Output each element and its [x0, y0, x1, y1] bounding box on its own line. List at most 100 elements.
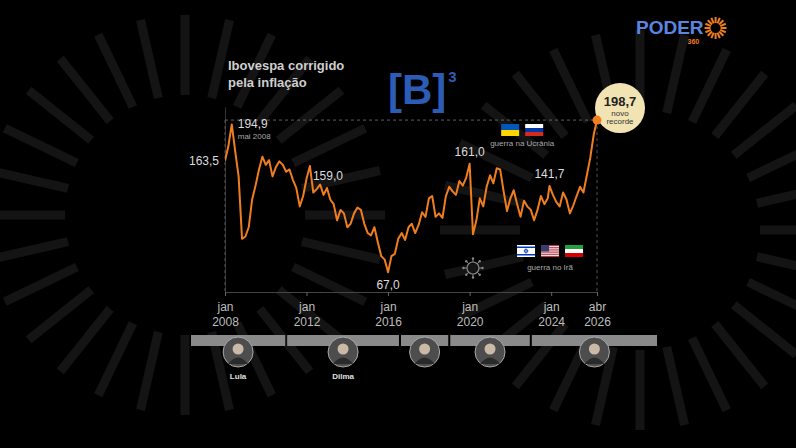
annotation-label: 67,0 — [376, 278, 400, 292]
ray — [720, 30, 726, 32]
ray — [29, 90, 92, 140]
flag-part — [541, 245, 549, 252]
ray — [760, 226, 796, 235]
flag-part — [565, 245, 583, 249]
ray — [692, 50, 727, 122]
flag-ru — [525, 124, 543, 136]
chart: Ibovespa corrigidopela inflação[B]3PODER… — [0, 0, 796, 448]
x-tick-label: jan2024 — [538, 300, 565, 329]
virus-spike-tip — [465, 260, 467, 262]
x-tick-label: jan2016 — [375, 300, 402, 329]
president-portrait — [328, 337, 358, 367]
virus-spike-tip — [478, 274, 480, 276]
ray — [515, 74, 565, 137]
portrait-frame — [328, 337, 358, 367]
source-logo: [B] — [388, 66, 446, 113]
x-tick-label-line: 2016 — [375, 315, 402, 329]
event-flags — [501, 124, 543, 136]
ray — [140, 332, 158, 410]
x-tick-label-line: abr — [589, 300, 606, 314]
range-end-line — [225, 120, 226, 292]
presidents: Lula Dilma — [191, 335, 657, 381]
flag-part — [517, 254, 535, 256]
ray — [181, 335, 190, 415]
ray — [5, 267, 77, 302]
flag-us — [541, 245, 559, 257]
annotation-label: 163,5 — [189, 154, 219, 168]
flag-ir — [565, 245, 583, 257]
ray — [302, 242, 380, 260]
virus-spike-tip — [478, 260, 480, 262]
flag-part — [501, 124, 519, 130]
ray — [460, 282, 532, 317]
x-tick-mark — [388, 292, 389, 296]
ray — [0, 242, 68, 260]
event-label: guerra na Ucrânia — [490, 139, 555, 148]
ray — [734, 305, 796, 355]
ray — [705, 24, 711, 26]
title: Ibovespa corrigidopela inflação — [228, 58, 344, 90]
x-tick-mark — [551, 292, 552, 296]
portrait-frame — [579, 337, 609, 367]
ray — [715, 17, 717, 23]
president-name: Dilma — [332, 372, 354, 381]
x-tick: jan2020 — [457, 292, 484, 329]
ray — [293, 267, 365, 302]
annotations: 163,5194,9mai 2008159,067,0161,0141,7198… — [189, 83, 645, 292]
portrait-body — [584, 358, 604, 365]
record-badge — [595, 83, 645, 133]
portrait-body — [415, 358, 435, 365]
x-tick: jan2016 — [375, 292, 402, 329]
record-label: 198,7 — [604, 94, 637, 109]
x-tick-label-line: jan — [216, 300, 233, 314]
x-tick: jan2012 — [294, 292, 321, 329]
brand-logo-suffix: 360 — [688, 38, 700, 45]
portrait-body — [333, 358, 353, 365]
ray — [484, 305, 547, 355]
ray — [140, 20, 158, 98]
x-tick: abr2026 — [584, 292, 611, 329]
annotation-label: 159,0 — [313, 169, 343, 183]
ray — [748, 282, 796, 317]
president-portrait — [410, 337, 440, 367]
background-rays — [0, 15, 796, 430]
virus-spike-tip — [462, 267, 464, 269]
ibovespa-line — [225, 120, 597, 272]
portrait-frame — [223, 337, 253, 367]
flag-part — [565, 253, 583, 257]
x-tick-mark — [597, 292, 598, 296]
ray — [692, 338, 727, 410]
virus-body — [467, 262, 479, 274]
source-logo-superscript: 3 — [448, 68, 456, 85]
ray — [0, 170, 68, 188]
ray — [708, 20, 712, 24]
ray — [708, 32, 712, 36]
portrait-head — [485, 344, 496, 355]
ray — [667, 347, 685, 425]
flag-part — [525, 132, 543, 136]
flag-part — [517, 247, 535, 249]
ray — [720, 24, 726, 26]
record-note-line: recorde — [606, 117, 634, 126]
x-tick-mark — [225, 292, 226, 296]
x-tick-label: abr2026 — [584, 300, 611, 329]
y-axis-line — [225, 108, 226, 293]
ray — [667, 35, 685, 113]
plot-area — [225, 120, 597, 272]
flag-part — [541, 245, 559, 257]
portrait-head — [338, 344, 349, 355]
ray — [293, 128, 365, 163]
x-tick-label-line: jan — [380, 300, 397, 314]
virus-spike-tip — [465, 274, 467, 276]
flag-part — [541, 256, 559, 258]
portrait-frame — [410, 337, 440, 367]
x-tick-label: jan2012 — [294, 300, 321, 329]
ray — [60, 59, 110, 122]
annotation-label: 161,0 — [455, 145, 485, 159]
ray — [715, 324, 765, 387]
president-name: Lula — [230, 372, 247, 381]
annotation-label: 141,7 — [534, 167, 564, 181]
x-tick-label-line: jan — [298, 300, 315, 314]
background — [0, 0, 796, 448]
flag-part — [565, 249, 583, 253]
